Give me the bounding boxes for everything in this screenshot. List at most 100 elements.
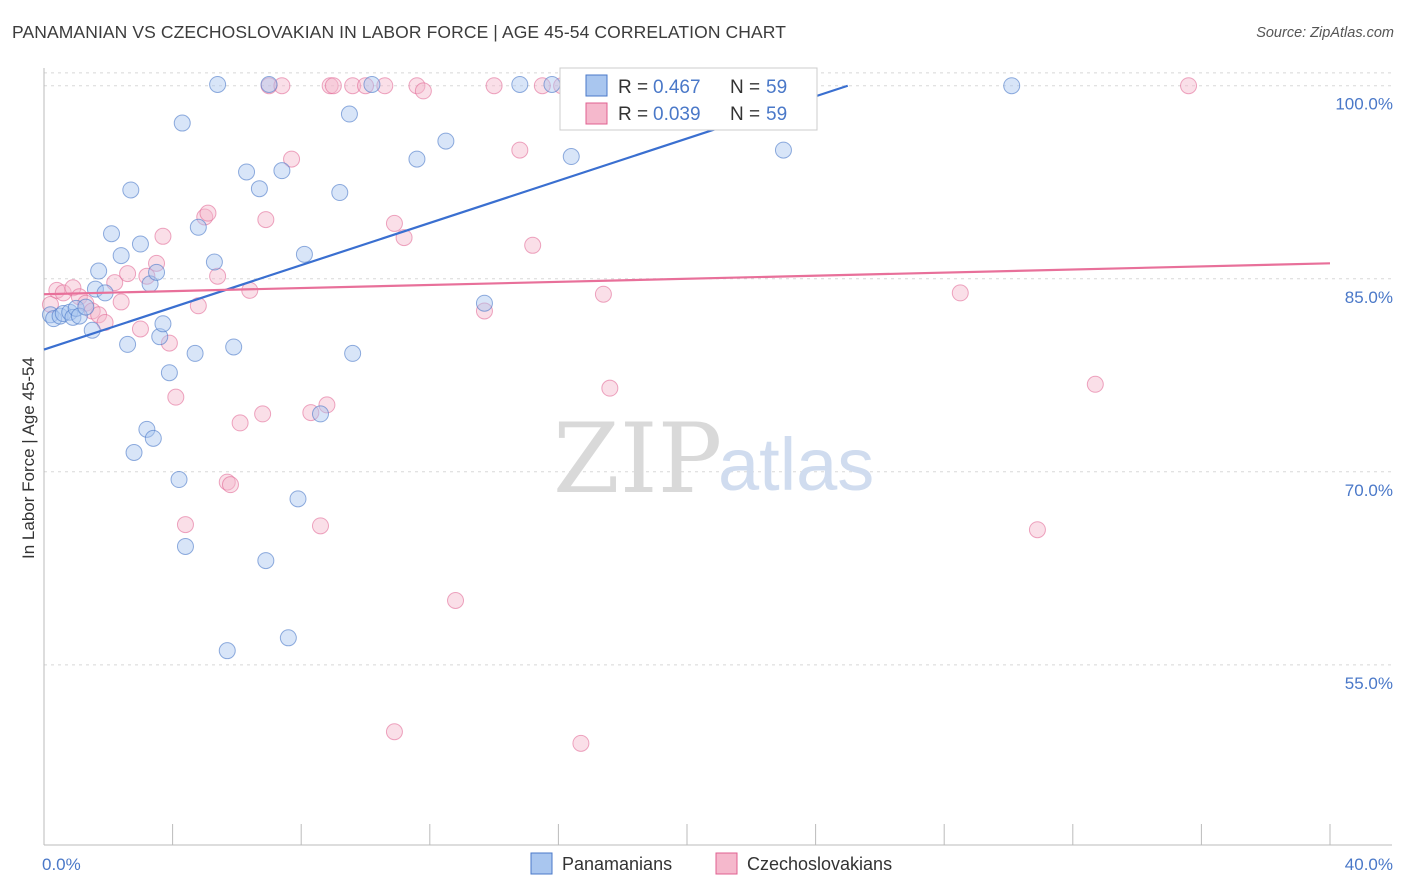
panamanian-point <box>131 235 149 253</box>
panamanian-point <box>260 75 278 93</box>
czechoslovakian-point <box>414 82 432 100</box>
panamanian-point <box>437 132 455 150</box>
y-axis-label: In Labor Force | Age 45-54 <box>19 357 38 559</box>
czechoslovakian-point <box>485 77 503 95</box>
panamanian-point <box>51 307 69 325</box>
legend-swatch-pink <box>585 102 608 125</box>
panamanian-point <box>218 642 236 660</box>
panamanian-point <box>112 247 130 265</box>
czechoslovakian-point <box>594 285 612 303</box>
panamanian-point <box>189 218 207 236</box>
x-tick-label: 0.0% <box>42 855 81 874</box>
panamanian-point <box>70 307 88 325</box>
panamanian-point <box>173 114 191 132</box>
czechoslovakian-point <box>273 77 291 95</box>
panamanian-point <box>103 225 121 243</box>
panamanians-points <box>41 75 1021 660</box>
panamanian-point <box>205 253 223 271</box>
czechoslovakian-point <box>221 476 239 494</box>
czechoslovakian-point <box>511 141 529 159</box>
panamanian-point <box>340 105 358 123</box>
czechoslovakian-point <box>64 279 82 297</box>
watermark-atlas: atlas <box>718 423 874 506</box>
czechoslovakian-point <box>148 254 166 272</box>
czechoslovakian-point <box>1086 375 1104 393</box>
czechoslovakian-point <box>318 396 336 414</box>
panamanian-point <box>273 162 291 180</box>
czechoslovakian-point <box>572 734 590 752</box>
legend-n-value-blue: 59 <box>766 77 787 98</box>
panamanian-point <box>289 490 307 508</box>
x-tick-labels: 0.0% 40.0% <box>42 855 1393 874</box>
czechoslovakian-point <box>167 388 185 406</box>
y-tick-label: 85.0% <box>1345 288 1393 307</box>
czechoslovakian-point <box>951 284 969 302</box>
panamanian-point <box>295 245 313 263</box>
chart-title: PANAMANIAN VS CZECHOSLOVAKIAN IN LABOR F… <box>12 22 787 42</box>
legend-r-label-blue: R = <box>618 77 648 98</box>
czechoslovakian-point <box>254 405 272 423</box>
panamanian-point <box>151 328 169 346</box>
czechoslovakian-point <box>199 204 217 222</box>
panamanian-point <box>144 429 162 447</box>
czechoslovakian-point <box>231 414 249 432</box>
legend-r-value-blue: 0.467 <box>653 77 701 98</box>
czechoslovakian-point <box>176 516 194 534</box>
panamanian-point <box>138 420 156 438</box>
panamanian-point <box>160 364 178 382</box>
czechoslovakian-point <box>344 77 362 95</box>
legend-swatch-blue <box>585 74 608 97</box>
panamanian-point <box>344 344 362 362</box>
panamanian-point <box>363 75 381 93</box>
legend-n-label-blue: N = <box>730 77 760 98</box>
czechoslovakian-point <box>257 211 275 229</box>
x-tick-label: 40.0% <box>1345 855 1393 874</box>
gridlines <box>44 72 1392 666</box>
panamanian-point <box>1003 77 1021 95</box>
panamanian-point <box>562 148 580 166</box>
y-tick-labels: 55.0% 70.0% 85.0% 100.0% <box>1335 95 1393 693</box>
panamanian-point <box>250 180 268 198</box>
watermark-zip: ZIP <box>553 403 722 515</box>
czechoslovakian-point <box>447 591 465 609</box>
panamanian-point <box>77 298 95 316</box>
panamanian-point <box>154 315 172 333</box>
y-tick-label: 100.0% <box>1335 95 1393 114</box>
panamanian-point <box>331 184 349 202</box>
czechoslovakian-point <box>601 379 619 397</box>
panamanian-point <box>209 75 227 93</box>
panamanian-point <box>475 294 493 312</box>
panamanian-point <box>279 629 297 647</box>
czechoslovakian-point <box>1180 77 1198 95</box>
panamanian-point <box>511 75 529 93</box>
source-label: Source: ZipAtlas.com <box>1256 25 1394 41</box>
panamanian-point <box>125 444 143 461</box>
czechoslovakian-point <box>376 77 394 95</box>
czechoslovakian-point <box>385 723 403 741</box>
panamanian-point <box>176 537 194 555</box>
legend-n-label-pink: N = <box>730 104 760 125</box>
czechoslovakian-point <box>524 236 542 254</box>
legend-n-value-pink: 59 <box>766 104 787 125</box>
czechoslovakian-point <box>119 265 137 283</box>
panamanian-point <box>90 262 108 280</box>
panamanian-point <box>170 471 188 489</box>
series-label-panamanians: Panamanians <box>562 854 672 874</box>
czechoslovakian-point <box>311 517 329 535</box>
series-swatch-panamanians <box>530 852 553 875</box>
watermark: ZIP atlas <box>553 403 874 515</box>
czechoslovakian-point <box>209 267 227 285</box>
czechoslovakian-point <box>218 473 236 491</box>
panamanian-point <box>64 308 82 326</box>
panamanian-point <box>238 163 256 181</box>
legend-r-label-pink: R = <box>618 104 648 125</box>
panamanian-point <box>225 338 243 356</box>
czechoslovakian-point <box>41 296 59 314</box>
panamanian-point <box>408 150 426 168</box>
czechoslovakian-point <box>324 77 342 95</box>
legend-r-value-pink: 0.039 <box>653 104 701 125</box>
czechoslovakian-point <box>283 150 301 168</box>
czechoslovakian-point <box>385 214 403 232</box>
czechoslovakians-trend-line <box>43 262 1331 296</box>
